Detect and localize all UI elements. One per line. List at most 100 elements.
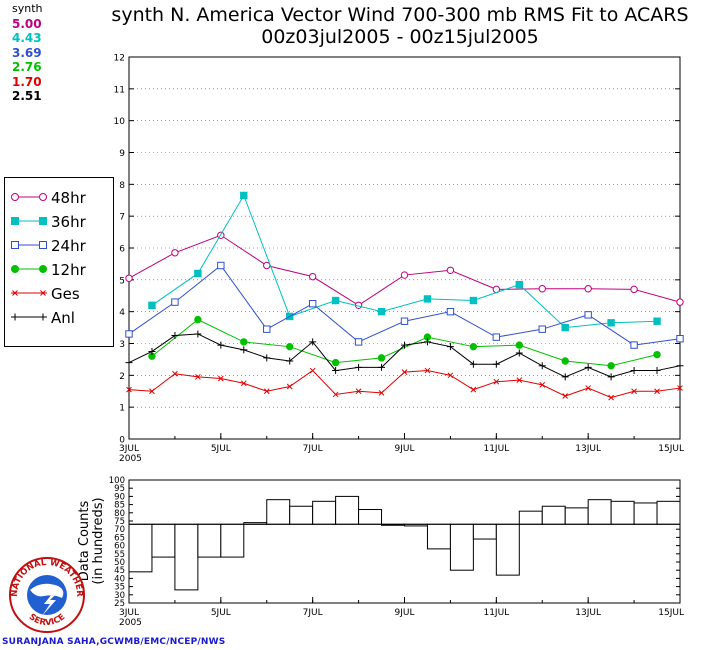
marker-circle-filled: [377, 354, 386, 362]
x-tick-label: 15JUL: [658, 608, 684, 618]
stat-value: 5.00: [12, 16, 42, 31]
marker-plus: [469, 360, 477, 368]
count-bar: [633, 502, 658, 525]
legend-label: 24hr: [51, 237, 86, 255]
y-tick-label: 55: [114, 550, 125, 560]
marker-circle-filled: [286, 342, 294, 351]
marker-circle-filled: [469, 342, 478, 351]
marker-x: [126, 386, 132, 393]
marker-plus: [607, 373, 615, 381]
count-bar: [220, 523, 245, 558]
count-bar: [197, 523, 222, 558]
marker-square-filled: [377, 307, 386, 316]
marker-x: [585, 385, 592, 391]
marker-plus: [401, 341, 408, 349]
marker-x: [217, 375, 224, 382]
stat-value: 2.51: [12, 89, 42, 103]
marker-plus: [125, 359, 133, 367]
count-bar: [426, 523, 451, 550]
legend-label: 48hr: [51, 189, 86, 207]
marker-square-open: [630, 341, 638, 349]
marker-x: [40, 290, 46, 296]
marker-x: [447, 372, 454, 379]
y-tick-label: 1: [119, 404, 125, 414]
series-anl: [125, 330, 684, 381]
marker-square-filled: [653, 317, 661, 325]
y-tick-label: 25: [114, 599, 125, 609]
marker-circle-open: [39, 193, 47, 201]
x-tick-label: 3JUL 2005: [119, 444, 142, 464]
count-bar: [610, 500, 635, 525]
lightning-icon: [42, 594, 56, 616]
legend-label: Anl: [51, 309, 75, 327]
y-tick-label: 9: [119, 149, 125, 159]
marker-x: [631, 388, 637, 395]
y-tick-label: 2: [119, 372, 125, 382]
marker-circle-filled: [607, 362, 615, 370]
legend-item-24hr: 24hr: [5, 234, 113, 258]
y-tick-label: 70: [114, 525, 125, 535]
marker-x: [562, 393, 569, 399]
marker-square-open: [584, 311, 592, 319]
marker-plus: [355, 363, 363, 371]
y-tick-label: 8: [119, 181, 125, 191]
marker-plus: [171, 332, 179, 340]
count-bar: [358, 509, 383, 525]
marker-circle-open: [308, 272, 317, 281]
x-tick-label: 5JUL: [211, 444, 231, 454]
marker-plus: [263, 354, 271, 362]
legend-symbol: [11, 265, 47, 273]
marker-square-open: [676, 335, 684, 343]
marker-square-filled: [469, 296, 478, 305]
marker-x: [424, 367, 431, 374]
legend-item-ges: Ges: [5, 282, 113, 306]
count-bar: [289, 505, 314, 525]
series-line: [151, 194, 658, 329]
count-bar: [449, 523, 474, 571]
y-tick-label: 4: [119, 308, 125, 318]
x-tick-label: 7JUL: [303, 444, 323, 454]
series-24hr: [125, 261, 684, 349]
series-48hr: [125, 231, 684, 309]
marker-plus: [378, 363, 386, 371]
marker-circle-open: [125, 274, 133, 282]
legend-symbol: [11, 241, 47, 249]
count-bar: [541, 505, 566, 525]
marker-x: [149, 388, 155, 395]
stat-value: 1.70: [12, 74, 42, 89]
marker-x: [516, 377, 523, 383]
marker-square-open: [538, 325, 546, 333]
y-tick-label: 5: [119, 276, 125, 286]
count-bar: [335, 495, 360, 525]
x-tick-label: 9JUL: [395, 444, 415, 454]
marker-plus: [240, 346, 248, 354]
chart-date-range: 00z03jul2005 - 00z15jul2005: [261, 26, 539, 48]
count-bar: [564, 507, 589, 525]
marker-plus: [309, 338, 317, 346]
y-tick-label: 40: [114, 574, 125, 584]
marker-plus: [561, 373, 569, 381]
x-tick-label: 15JUL: [658, 444, 684, 454]
x-tick-label: 13JUL: [575, 444, 601, 454]
legend-item-anl: Anl: [5, 306, 113, 330]
marker-plus: [332, 367, 340, 375]
legend-label: 12hr: [51, 261, 86, 279]
stat-value: 3.69: [12, 45, 42, 60]
y-tick-label: 85: [114, 501, 125, 511]
marker-square-open: [400, 317, 409, 325]
marker-plus: [676, 362, 684, 370]
marker-x: [355, 388, 362, 395]
series-ges: [126, 367, 683, 401]
marker-square-open: [263, 325, 271, 333]
y-tick-label: 95: [114, 484, 125, 494]
x-tick-label: 9JUL: [395, 608, 415, 618]
legend: 48hr 36hr 24hr 12hr Ges Anl: [4, 177, 114, 347]
marker-square-open: [354, 338, 363, 346]
count-bar: [128, 523, 153, 573]
stat-value: 4.43: [12, 31, 42, 45]
marker-plus: [446, 343, 454, 351]
marker-plus: [217, 341, 225, 349]
y-tick-label: 7: [119, 213, 125, 223]
count-bar: [656, 500, 681, 525]
